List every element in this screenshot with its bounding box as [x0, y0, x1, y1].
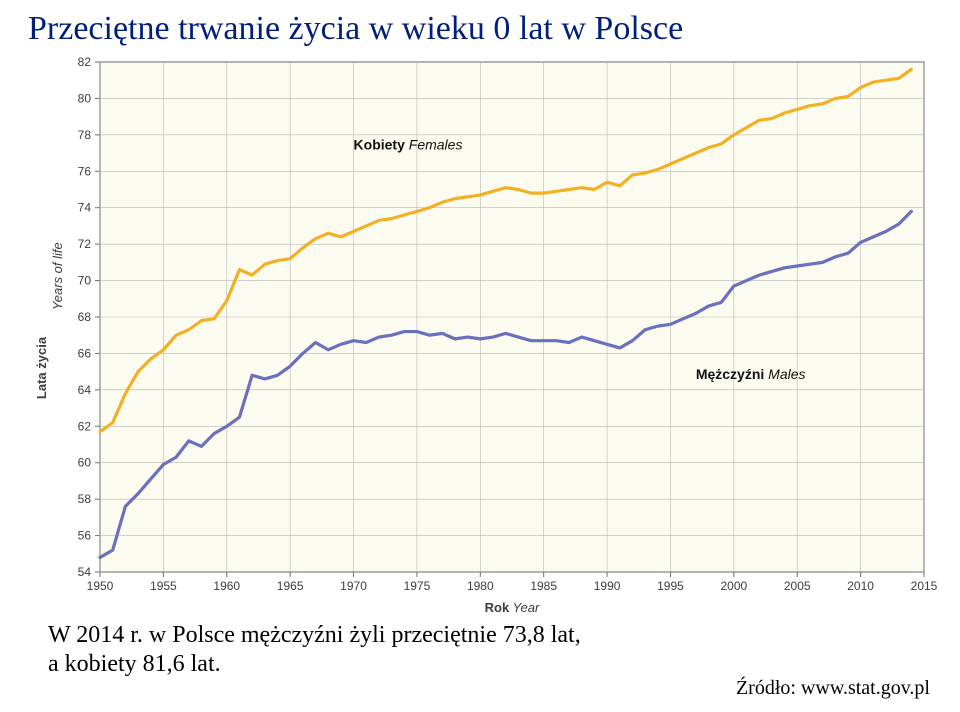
svg-text:54: 54	[78, 565, 92, 579]
svg-text:62: 62	[78, 419, 92, 433]
svg-text:1980: 1980	[467, 579, 494, 593]
svg-text:2010: 2010	[847, 579, 874, 593]
svg-text:1990: 1990	[594, 579, 621, 593]
svg-text:56: 56	[78, 529, 92, 543]
svg-text:66: 66	[78, 346, 92, 360]
svg-text:1960: 1960	[213, 579, 240, 593]
svg-text:58: 58	[78, 492, 92, 506]
svg-text:1955: 1955	[150, 579, 177, 593]
life-expectancy-chart: 54 56 58 60 62 64 66 68 70 72 74 76 78 80 82 1950 1955 19…	[28, 52, 938, 618]
svg-text:Years of life: Years of life	[50, 242, 65, 310]
svg-text:Lata życia: Lata życia	[34, 336, 49, 399]
svg-text:80: 80	[78, 91, 92, 105]
svg-text:78: 78	[78, 128, 92, 142]
svg-text:64: 64	[78, 383, 92, 397]
svg-text:2000: 2000	[720, 579, 747, 593]
svg-text:72: 72	[78, 237, 92, 251]
footnote-statement: W 2014 r. w Polsce mężczyźni żyli przeci…	[48, 621, 581, 678]
page-title: Przeciętne trwanie życia w wieku 0 lat w…	[0, 0, 960, 52]
svg-text:60: 60	[78, 456, 92, 470]
source-label: Źródło: www.stat.gov.pl	[736, 677, 930, 700]
svg-text:1965: 1965	[277, 579, 304, 593]
svg-text:76: 76	[78, 164, 92, 178]
svg-text:74: 74	[78, 201, 92, 215]
svg-text:2015: 2015	[911, 579, 938, 593]
svg-text:2005: 2005	[784, 579, 811, 593]
svg-text:1995: 1995	[657, 579, 684, 593]
svg-text:82: 82	[78, 55, 92, 69]
svg-text:Rok Year: Rok Year	[485, 600, 540, 615]
svg-text:1970: 1970	[340, 579, 367, 593]
svg-text:1985: 1985	[530, 579, 557, 593]
svg-text:70: 70	[78, 274, 92, 288]
svg-text:Mężczyźni Males: Mężczyźni Males	[696, 366, 806, 382]
svg-text:Kobiety Females: Kobiety Females	[354, 136, 463, 152]
svg-text:68: 68	[78, 310, 92, 324]
svg-text:1975: 1975	[404, 579, 431, 593]
svg-text:1950: 1950	[87, 579, 114, 593]
chart-area: 54 56 58 60 62 64 66 68 70 72 74 76 78 80 82 1950 1955 19…	[28, 52, 938, 618]
